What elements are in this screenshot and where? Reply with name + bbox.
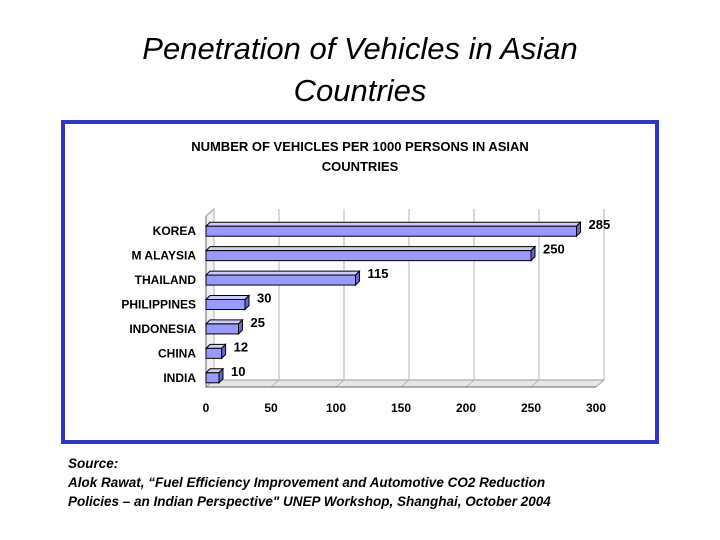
- slide-title-line-2: Countries: [293, 73, 427, 108]
- gridline-floor: [335, 379, 345, 388]
- bar: [205, 225, 577, 237]
- data-label: 12: [234, 339, 248, 354]
- data-label: 285: [589, 217, 611, 232]
- bar: [205, 250, 532, 262]
- category-label: INDIA: [163, 371, 196, 385]
- chart-frame: NUMBER OF VEHICLES PER 1000 PERSONS IN A…: [61, 120, 659, 444]
- bar: [205, 347, 223, 359]
- gridline-floor: [465, 379, 475, 388]
- gridline-floor: [595, 379, 605, 388]
- bar-chart: NUMBER OF VEHICLES PER 1000 PERSONS IN A…: [121, 139, 611, 415]
- data-label: 25: [251, 315, 265, 330]
- source-line-1: Source:: [68, 456, 119, 471]
- slide-title: Penetration of Vehicles in Asian Countri…: [60, 28, 660, 112]
- data-label: 115: [368, 266, 389, 281]
- data-label: 10: [231, 364, 245, 379]
- category-label: CHINA: [158, 346, 196, 360]
- bar-top: [204, 246, 537, 252]
- x-tick-label: 100: [326, 401, 346, 415]
- category-label: THAILAND: [135, 273, 197, 287]
- chart-title-line-2: COUNTRIES: [322, 159, 399, 174]
- x-tick-label: 50: [264, 401, 278, 415]
- bar-top: [204, 295, 251, 300]
- source-line-3: Policies – an Indian Perspective" UNEP W…: [68, 494, 551, 509]
- category-label: KOREA: [153, 224, 197, 238]
- bar: [205, 299, 246, 310]
- gridline-floor: [530, 379, 540, 388]
- category-label: M ALAYSIA: [132, 249, 197, 263]
- x-tick-label: 250: [521, 401, 541, 415]
- bar-top: [204, 270, 361, 276]
- chart-title-line-1: NUMBER OF VEHICLES PER 1000 PERSONS IN A…: [191, 139, 529, 154]
- data-label: 30: [257, 291, 271, 306]
- data-label: 250: [543, 242, 565, 257]
- bar: [205, 372, 220, 384]
- bar-top: [204, 221, 582, 227]
- bar-top: [204, 319, 244, 325]
- x-tick-label: 200: [456, 401, 476, 415]
- bar: [205, 323, 239, 335]
- gridline-floor: [400, 379, 410, 388]
- bar: [205, 274, 356, 286]
- x-tick-label: 0: [203, 401, 210, 415]
- source-note: Source: Alok Rawat, “Fuel Efficiency Imp…: [68, 454, 708, 511]
- category-label: PHILIPPINES: [121, 298, 196, 312]
- category-label: INDONESIA: [129, 322, 196, 336]
- source-line-2: Alok Rawat, “Fuel Efficiency Improvement…: [68, 475, 546, 490]
- plot-area: 0 50 100 150 200 250 300 KOREA 285 M ALAYSIA 250 TH…: [121, 207, 611, 415]
- x-tick-label: 300: [586, 401, 606, 415]
- gridline-floor: [270, 379, 280, 388]
- x-tick-label: 150: [391, 401, 411, 415]
- slide-title-line-1: Penetration of Vehicles in Asian: [142, 31, 578, 66]
